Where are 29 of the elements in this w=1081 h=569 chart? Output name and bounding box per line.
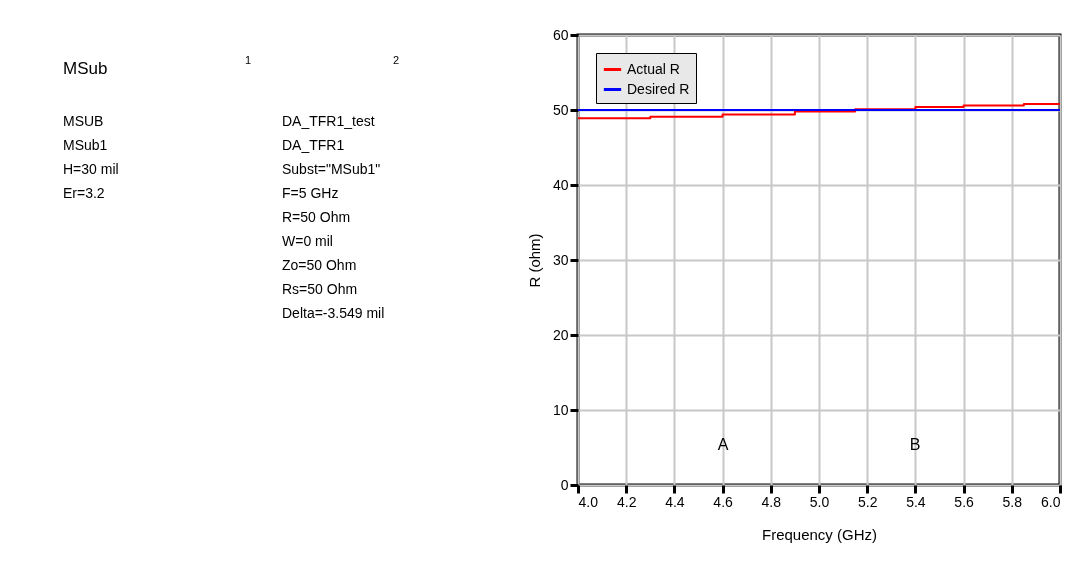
- text: DA_TFR1_test DA_TFR1 Subst="MSub1" F=5 GHz R=50 Ohm W=0 mil Zo=50 Ohm Rs=50 Ohm Delta=-3.549 mil: [282, 113, 385, 321]
- text: 1: [245, 54, 252, 66]
- x-tick-label: 4.2: [616, 493, 637, 510]
- x-tick-label: 5.4: [906, 493, 926, 510]
- x-tick-label: 4.6: [713, 493, 734, 510]
- x-axis-title: Frequency (GHz): [761, 525, 878, 543]
- x-tick-label: 4.8: [761, 493, 782, 510]
- y-tick-label: 50: [552, 101, 569, 118]
- x-tick-label: 6.0: [1041, 493, 1061, 510]
- y-tick-label: 40: [552, 176, 569, 193]
- y-axis-title: R (ohm): [525, 233, 543, 288]
- legend-label: Actual R: [627, 60, 680, 77]
- y-tick-label: 30: [552, 251, 569, 268]
- text: 2: [393, 54, 400, 66]
- x-tick-label: 5.2: [857, 493, 878, 510]
- text: MSub: [63, 59, 108, 78]
- annotation: B: [909, 436, 921, 453]
- y-tick-label: 10: [552, 401, 569, 418]
- y-tick-label: 60: [552, 26, 569, 43]
- x-tick-label: 5.8: [1002, 493, 1023, 510]
- annotation: A: [717, 436, 729, 453]
- x-tick-label: 4.4: [665, 493, 685, 510]
- legend-label: Desired R: [627, 80, 690, 97]
- y-tick-label: 0: [560, 476, 569, 493]
- x-tick-label: 5.6: [954, 493, 975, 510]
- x-tick-label: 5.0: [809, 493, 830, 510]
- x-tick-label: 4.0: [578, 493, 599, 510]
- y-tick-label: 20: [552, 326, 569, 343]
- text: MSUB MSub1 H=30 mil Er=3.2: [63, 113, 119, 201]
